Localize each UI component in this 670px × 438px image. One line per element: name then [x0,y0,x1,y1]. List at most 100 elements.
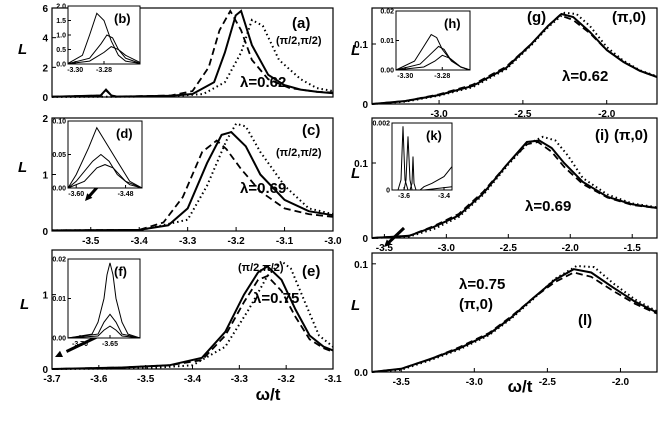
inset-frame [67,5,141,65]
series-dotted [371,264,658,373]
x-tick-label: -3.5 [376,243,394,254]
panel-label: (e) [302,263,320,280]
y-tick-label: 0.0 [354,368,368,379]
plot-frame [371,7,658,105]
inset-series [392,156,452,191]
inset-x-tick-label: -3.4 [438,193,450,200]
inset-y-tick-label: 0.05 [52,152,66,159]
inset-x-tick-label: -3.6 [398,193,410,200]
inset-x-tick-label: -3.60 [68,191,84,198]
y-axis-label: L [351,42,360,59]
arrow-icon [384,239,392,247]
inset-e: 0.00 0.01 0.02 -3.70 -3.65 (f) [52,257,141,348]
panel-i: 0 0.1 -3.5 -3.0 -2.5 -2.0 -1.5 L (i) (π,0) λ=0.69 0… [351,117,658,254]
inset-series [67,46,141,65]
x-tick-label: -3.4 [184,374,202,385]
inset-y-tick-label: 0.5 [56,47,66,54]
x-tick-label: -2.5 [514,109,532,120]
x-tick-label: -3.6 [90,374,108,385]
inset-y-tick-label: 0.00 [380,68,394,75]
momentum-label: (π/2,π/2) [276,147,322,159]
inset-label: (h) [444,16,461,31]
inset-y-tick-label: 2.0 [56,4,66,11]
inset-y-tick-label: 0.00 [52,336,66,343]
inset-x-tick-label: -3.28 [96,67,112,74]
lambda-label: λ=0.62 [562,68,608,85]
x-axis-label: ω/t [256,385,281,404]
panel-label: (l) [578,312,592,329]
inset-frame [395,10,471,71]
arrow-icon [55,350,63,358]
momentum-label: (π/2,π/2) [276,35,322,47]
inset-label: (d) [116,126,133,141]
y-tick-label: 0.1 [354,40,368,51]
x-tick-label: -3.3 [231,374,249,385]
x-tick-label: -3.3 [179,236,197,247]
x-tick-label: -3.5 [137,374,155,385]
x-tick-label: -3.2 [227,236,245,247]
inset-x-tick-label: -3.48 [118,191,134,198]
inset-series [67,262,141,339]
inset-y-tick-label: 0 [386,188,390,195]
y-axis-label: L [351,297,360,314]
inset-series [67,12,141,64]
x-tick-label: -2.0 [598,109,616,120]
series-dotted [371,11,658,105]
y-tick-label: 0 [362,100,368,111]
inset-g: 0.00 0.01 0.02 -3.30 -3.28 (h) [380,9,471,80]
y-tick-label: 2 [42,63,48,74]
inset-series [67,126,143,189]
momentum-label: (π,0) [459,296,493,313]
y-tick-label: 2 [42,114,48,125]
x-tick-label: -3.1 [276,236,294,247]
inset-series [67,164,143,189]
inset-y-tick-label: 1.5 [56,18,66,25]
x-tick-label: -3.2 [278,374,296,385]
y-tick-label: 0 [42,93,48,104]
momentum-label: (π,0) [614,127,648,144]
y-tick-label: 0.1 [354,260,368,271]
x-tick-label: -3.4 [131,236,149,247]
plot-frame [371,252,658,373]
inset-y-tick-label: 0.002 [372,121,390,128]
plot-frame [371,117,658,239]
inset-label: (f) [114,264,127,279]
lambda-label: λ=0.75 [253,290,299,307]
x-tick-label: -3.0 [430,109,448,120]
x-tick-label: -3.5 [393,377,411,388]
inset-series [67,34,141,65]
y-tick-label: 0 [362,234,368,245]
lambda-label: λ=0.62 [240,74,286,91]
panel-c: 0 1 2 -3.5 -3.4 -3.3 -3.2 -3.1 -3.0 L (c) (π/2,π/2)… [18,114,342,247]
inset-x-tick-label: -3.65 [102,341,118,348]
inset-y-tick-label: 1.0 [56,33,66,40]
y-axis-label: L [18,41,27,58]
momentum-label: (π,0) [612,9,646,26]
lambda-label: λ=0.69 [240,180,286,197]
y-tick-label: 0 [42,227,48,238]
panel-label: (i) [595,127,609,144]
series-dashed [371,141,658,239]
x-tick-label: -3.0 [438,243,456,254]
inset-y-tick-label: 0.02 [52,257,66,264]
series-solid [51,265,334,370]
lambda-label: λ=0.75 [459,276,505,293]
inset-series [395,54,471,71]
x-tick-label: -2.5 [539,377,557,388]
y-tick-label: 0.1 [354,159,368,170]
inset-x-tick-label: -3.30 [67,67,83,74]
x-tick-label: -2.5 [500,243,518,254]
x-tick-label: -3.0 [324,236,342,247]
inset-a: 0.0 0.5 1.0 1.5 2.0 -3.30 -3.28 (b) [56,4,141,74]
x-axis-label-right: ω/t [508,377,533,396]
inset-x-tick-label: -3.28 [434,73,450,80]
y-axis-label: L [20,296,29,313]
panel-label: (c) [302,122,320,139]
y-tick-label: 4 [42,34,48,45]
series-dashed [51,139,334,232]
x-tick-label: -1.5 [624,243,642,254]
series-solid [51,130,334,232]
inset-y-tick-label: 0.01 [380,38,394,45]
y-axis-label: L [351,165,360,182]
